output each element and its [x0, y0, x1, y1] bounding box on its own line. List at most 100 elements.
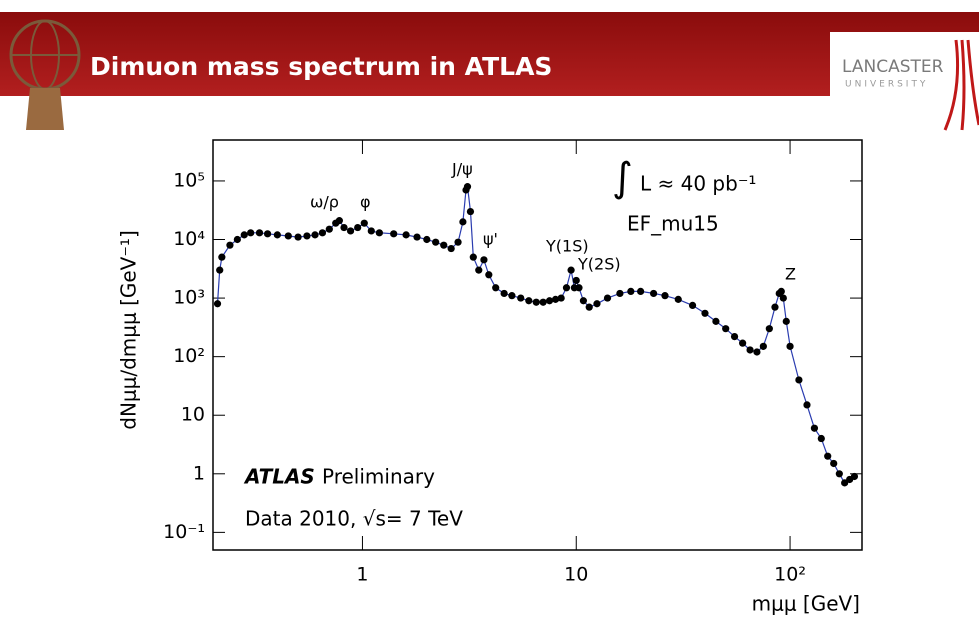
data-point [517, 294, 525, 302]
data-point [475, 266, 483, 274]
data-point [824, 452, 832, 460]
logo-text: UNIVERSITY [845, 80, 928, 90]
data-point [273, 231, 281, 239]
annotation: L ≈ 40 pb⁻¹ [640, 172, 756, 196]
plot-frame [212, 139, 863, 551]
data-point [765, 325, 773, 333]
data-point [375, 229, 383, 237]
annotation: Υ(2S) [577, 255, 621, 274]
logo-box [830, 32, 979, 102]
data-point [492, 284, 500, 292]
atlas-logo [9, 19, 81, 130]
data-point [440, 241, 448, 249]
data-point [233, 235, 241, 244]
x-tick-label: 10² [774, 564, 806, 586]
y-tick-label: 10³ [173, 287, 205, 309]
data-point [485, 271, 493, 279]
data-point [810, 424, 819, 432]
data-point [284, 232, 292, 240]
annotation: ∫ [612, 155, 633, 201]
data-point [354, 223, 362, 232]
y-tick-label: 1 [193, 462, 205, 484]
data-point [835, 470, 843, 478]
data-point [688, 301, 697, 310]
data-point [508, 292, 516, 300]
data-point [463, 183, 472, 191]
data-point [390, 230, 398, 238]
data-point [480, 256, 488, 264]
data-point [454, 238, 462, 246]
data-point [786, 342, 794, 350]
data-point [730, 332, 739, 341]
data-point [447, 244, 455, 253]
data-point [311, 231, 319, 239]
slide-title: Dimuon mass spectrum in ATLAS [90, 52, 552, 81]
data-line [216, 184, 855, 484]
annotation: Data 2010, √s= 7 TeV [245, 507, 463, 531]
data-point [340, 223, 348, 232]
data-point [567, 266, 575, 274]
data-point [637, 287, 645, 296]
data-point [240, 231, 248, 239]
data-point [466, 207, 475, 216]
data-point [216, 266, 224, 274]
data-point [817, 434, 825, 443]
data-point [661, 292, 669, 300]
data-point [459, 218, 467, 226]
data-point [782, 317, 790, 325]
data-point [850, 472, 859, 481]
annotation: ATLAS [243, 465, 315, 489]
data-point [213, 300, 222, 308]
data-point [572, 276, 580, 285]
y-tick-label: 10⁴ [173, 228, 205, 250]
data-point [469, 253, 477, 261]
banner [0, 12, 979, 96]
data-point [247, 229, 255, 237]
data-point [803, 401, 811, 409]
y-axis-label: dNμμ/dmμμ [GeV⁻¹] [117, 230, 141, 430]
data-point [674, 295, 682, 303]
data-point [325, 225, 333, 233]
data-point [759, 342, 767, 350]
data-point [579, 297, 588, 305]
y-tick-label: 10² [173, 345, 205, 367]
x-tick-label: 1 [356, 564, 368, 586]
data-point [585, 303, 593, 311]
data-point [532, 298, 540, 306]
y-tick-label: 10⁵ [173, 169, 205, 191]
data-point [575, 284, 583, 292]
data-point [226, 241, 234, 249]
data-point [795, 376, 803, 384]
data-point [500, 289, 508, 298]
data-point [346, 227, 355, 235]
data-point [367, 227, 375, 235]
logo-text: LANCASTER [842, 57, 944, 77]
annotation: Z [785, 265, 796, 284]
data-point [746, 346, 754, 354]
data-point [318, 229, 327, 237]
data-point [593, 300, 601, 308]
data-point [557, 294, 565, 302]
x-axis-label: mμμ [GeV] [752, 592, 860, 616]
data-point [701, 309, 709, 317]
data-point [255, 229, 264, 237]
annotations: ω/ρ φ J/ψ ψ' Υ(1S) Υ(2S) Z ∫ L ≈ 40 pb⁻¹… [243, 155, 796, 531]
data-point [722, 325, 730, 333]
annotation: ψ' [483, 230, 498, 249]
data-point [551, 295, 560, 303]
annotation: ω/ρ [310, 193, 339, 212]
data-point [779, 294, 787, 302]
data-point [739, 339, 747, 347]
data-point [830, 459, 838, 468]
y-tick-label: 10 [181, 404, 205, 426]
annotation: J/ψ [451, 160, 473, 179]
data-point [603, 294, 612, 302]
data-point [263, 230, 272, 238]
y-tick-label: 10⁻¹ [163, 521, 205, 543]
data-point [303, 232, 311, 240]
annotation: φ [360, 193, 371, 212]
data-point [562, 284, 571, 292]
data-point [423, 235, 431, 244]
